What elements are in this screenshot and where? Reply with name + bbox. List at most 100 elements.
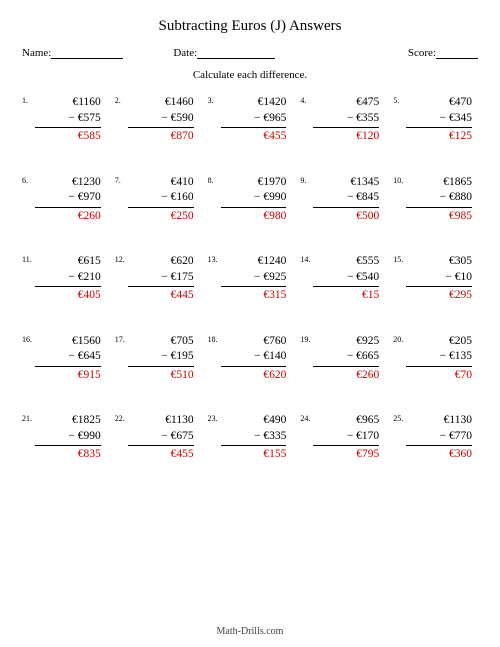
instruction: Calculate each difference. xyxy=(22,69,478,81)
subtrahend: − €345 xyxy=(406,111,472,129)
answer: €500 xyxy=(313,208,379,225)
minuend: €1560 xyxy=(35,334,101,350)
minuend: €1970 xyxy=(221,175,287,191)
minuend: €1160 xyxy=(35,95,101,111)
minuend: €1460 xyxy=(128,95,194,111)
problem-number: 10. xyxy=(393,175,406,187)
answer: €70 xyxy=(406,367,472,384)
problem-grid: 1.€1160− €575€5852.€1460− €590€8703.€142… xyxy=(22,95,478,463)
problem: 4.€475− €355€120 xyxy=(300,95,385,145)
problem-stack: €1970− €990€980 xyxy=(221,175,293,225)
problem: 12.€620− €175€445 xyxy=(115,254,200,304)
problem: 23.€490− €335€155 xyxy=(208,413,293,463)
answer: €795 xyxy=(313,446,379,463)
minuend: €490 xyxy=(221,413,287,429)
problem-number: 21. xyxy=(22,413,35,425)
problem-number: 14. xyxy=(300,254,313,266)
problem-number: 12. xyxy=(115,254,128,266)
subtrahend: − €135 xyxy=(406,349,472,367)
answer: €260 xyxy=(35,208,101,225)
problem-stack: €1130− €675€455 xyxy=(128,413,200,463)
answer: €620 xyxy=(221,367,287,384)
problem-stack: €1865− €880€985 xyxy=(406,175,478,225)
problem: 2.€1460− €590€870 xyxy=(115,95,200,145)
problem-stack: €620− €175€445 xyxy=(128,254,200,304)
problem-stack: €490− €335€155 xyxy=(221,413,293,463)
problem-stack: €925− €665€260 xyxy=(313,334,385,384)
subtrahend: − €645 xyxy=(35,349,101,367)
problem-stack: €615− €210€405 xyxy=(35,254,107,304)
problem-stack: €1230− €970€260 xyxy=(35,175,107,225)
name-field: Name: xyxy=(22,47,123,59)
problem-number: 2. xyxy=(115,95,128,107)
header-row: Name: Date: Score: xyxy=(22,47,478,59)
answer: €315 xyxy=(221,287,287,304)
minuend: €1130 xyxy=(128,413,194,429)
subtrahend: − €970 xyxy=(35,190,101,208)
answer: €120 xyxy=(313,128,379,145)
problem: 16.€1560− €645€915 xyxy=(22,334,107,384)
score-field: Score: xyxy=(408,47,478,59)
minuend: €305 xyxy=(406,254,472,270)
problem-stack: €965− €170€795 xyxy=(313,413,385,463)
subtrahend: − €990 xyxy=(35,429,101,447)
problem-stack: €305− €10€295 xyxy=(406,254,478,304)
problem-stack: €410− €160€250 xyxy=(128,175,200,225)
minuend: €1865 xyxy=(406,175,472,191)
minuend: €1345 xyxy=(313,175,379,191)
answer: €15 xyxy=(313,287,379,304)
minuend: €470 xyxy=(406,95,472,111)
minuend: €705 xyxy=(128,334,194,350)
subtrahend: − €880 xyxy=(406,190,472,208)
problem: 1.€1160− €575€585 xyxy=(22,95,107,145)
problem-stack: €1420− €965€455 xyxy=(221,95,293,145)
subtrahend: − €140 xyxy=(221,349,287,367)
minuend: €925 xyxy=(313,334,379,350)
answer: €455 xyxy=(128,446,194,463)
footer: Math-Drills.com xyxy=(0,626,500,637)
problem-number: 9. xyxy=(300,175,313,187)
answer: €260 xyxy=(313,367,379,384)
answer: €295 xyxy=(406,287,472,304)
minuend: €965 xyxy=(313,413,379,429)
problem-number: 19. xyxy=(300,334,313,346)
problem-number: 17. xyxy=(115,334,128,346)
problem: 11.€615− €210€405 xyxy=(22,254,107,304)
problem: 22.€1130− €675€455 xyxy=(115,413,200,463)
problem-number: 1. xyxy=(22,95,35,107)
minuend: €1230 xyxy=(35,175,101,191)
problem-stack: €1560− €645€915 xyxy=(35,334,107,384)
problem-number: 18. xyxy=(208,334,221,346)
subtrahend: − €160 xyxy=(128,190,194,208)
minuend: €760 xyxy=(221,334,287,350)
subtrahend: − €575 xyxy=(35,111,101,129)
problem: 9.€1345− €845€500 xyxy=(300,175,385,225)
answer: €510 xyxy=(128,367,194,384)
name-label: Name: xyxy=(22,47,51,59)
problem-stack: €1160− €575€585 xyxy=(35,95,107,145)
minuend: €555 xyxy=(313,254,379,270)
problem-stack: €1240− €925€315 xyxy=(221,254,293,304)
problem-number: 6. xyxy=(22,175,35,187)
subtrahend: − €845 xyxy=(313,190,379,208)
subtrahend: − €170 xyxy=(313,429,379,447)
problem-stack: €1825− €990€835 xyxy=(35,413,107,463)
date-label: Date: xyxy=(173,47,197,59)
problem-number: 25. xyxy=(393,413,406,425)
answer: €125 xyxy=(406,128,472,145)
subtrahend: − €210 xyxy=(35,270,101,288)
problem-stack: €555− €540€15 xyxy=(313,254,385,304)
problem: 7.€410− €160€250 xyxy=(115,175,200,225)
score-label: Score: xyxy=(408,47,436,59)
minuend: €620 xyxy=(128,254,194,270)
problem-number: 11. xyxy=(22,254,35,266)
problem-number: 5. xyxy=(393,95,406,107)
subtrahend: − €590 xyxy=(128,111,194,129)
date-field: Date: xyxy=(173,47,275,59)
score-blank xyxy=(436,47,478,59)
subtrahend: − €675 xyxy=(128,429,194,447)
answer: €980 xyxy=(221,208,287,225)
problem: 24.€965− €170€795 xyxy=(300,413,385,463)
problem: 13.€1240− €925€315 xyxy=(208,254,293,304)
problem: 20.€205− €135€70 xyxy=(393,334,478,384)
